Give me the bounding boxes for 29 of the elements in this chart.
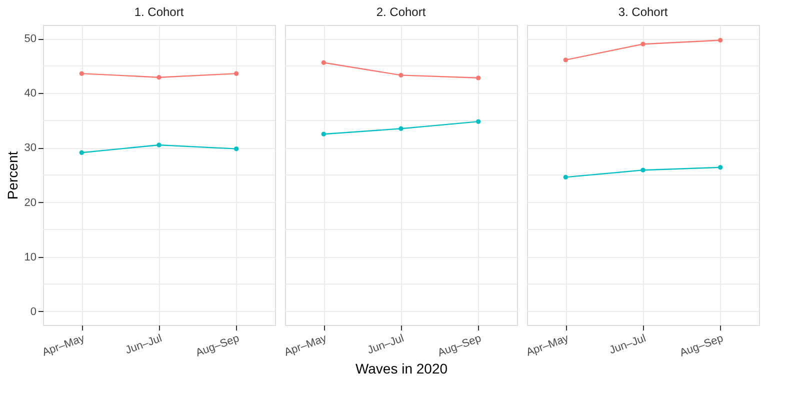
point bbox=[156, 142, 162, 148]
y-tick-label: 40 bbox=[24, 88, 36, 100]
y-tick-label: 50 bbox=[24, 33, 36, 46]
point bbox=[321, 132, 326, 136]
point bbox=[234, 146, 239, 152]
point bbox=[321, 60, 326, 65]
point bbox=[563, 58, 568, 62]
point bbox=[718, 165, 723, 170]
y-tick-label: 0 bbox=[30, 306, 36, 318]
point bbox=[640, 42, 646, 46]
point bbox=[398, 126, 404, 131]
point bbox=[476, 76, 481, 80]
y-tick-label: 30 bbox=[24, 142, 36, 154]
chart-title: 1. Cohort bbox=[134, 5, 184, 19]
point bbox=[79, 71, 84, 76]
point bbox=[640, 168, 646, 172]
point bbox=[476, 119, 481, 124]
y-tick-label: 10 bbox=[24, 251, 36, 264]
chart-title: 2. Cohort bbox=[376, 5, 426, 19]
y-tick-label: 20 bbox=[24, 196, 36, 209]
y-axis-title: Percent bbox=[4, 151, 20, 200]
point bbox=[156, 75, 162, 80]
chart-title: 3. Cohort bbox=[618, 5, 668, 19]
point bbox=[79, 150, 84, 155]
point bbox=[398, 72, 404, 78]
point bbox=[718, 38, 723, 43]
point bbox=[234, 71, 239, 76]
x-axis-title: Waves in 2020 bbox=[355, 360, 448, 376]
point bbox=[563, 174, 568, 180]
